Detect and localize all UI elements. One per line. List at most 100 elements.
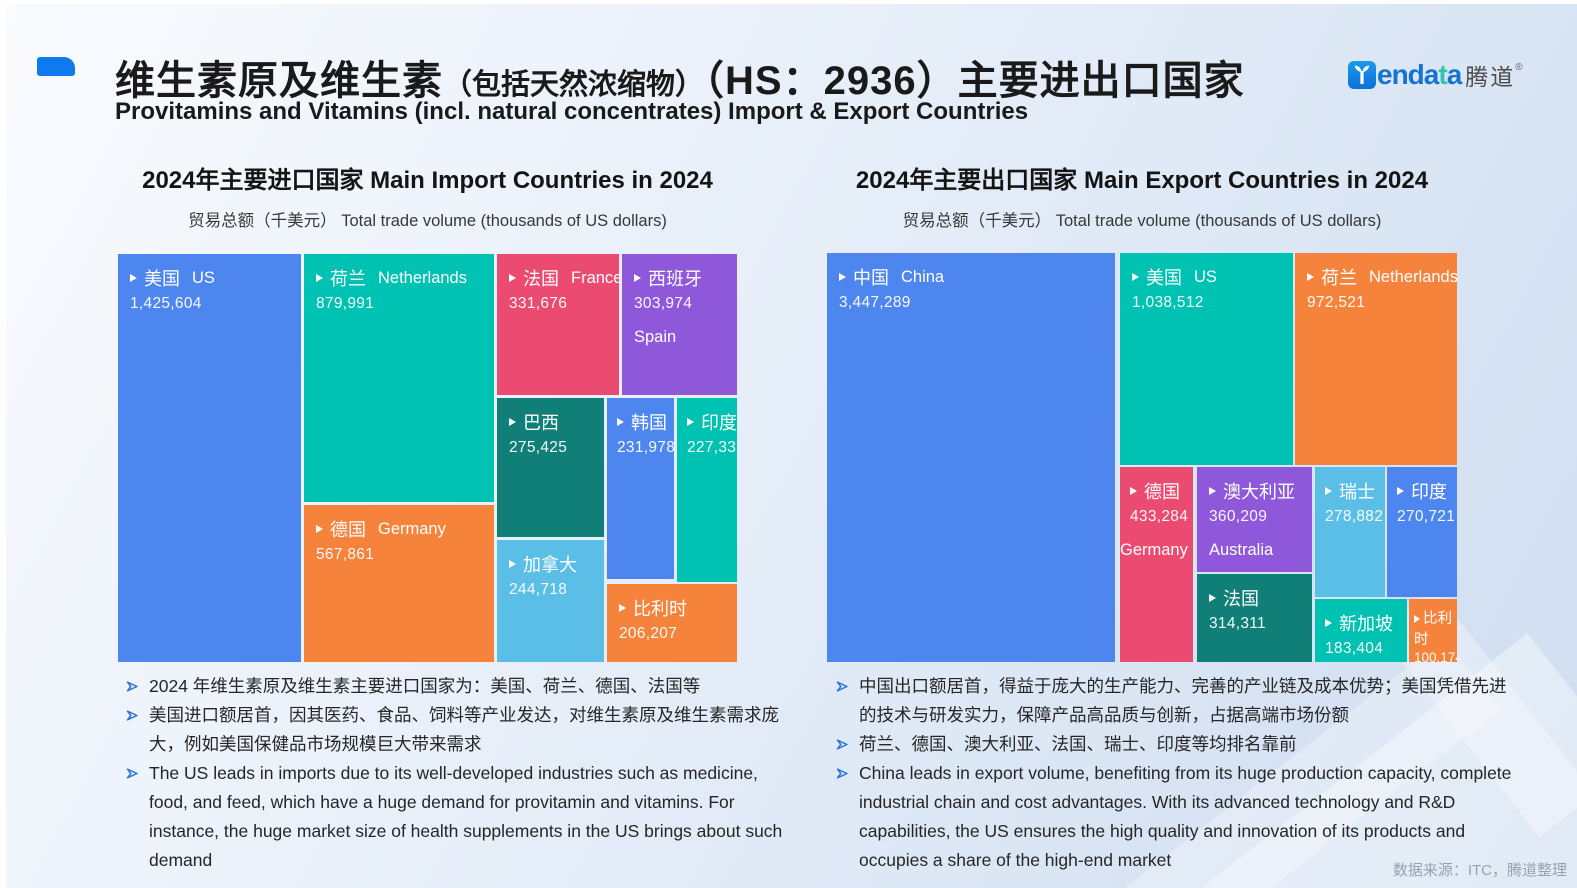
country-name-zh: 比利时 <box>1414 611 1452 648</box>
trade-value: 270,721 <box>1397 508 1456 525</box>
treemap-cell-netherlands: 荷兰 Netherlands 972,521 <box>1295 253 1457 465</box>
trade-value: 275,425 <box>509 439 568 456</box>
country-name-en: Netherlands <box>378 268 467 287</box>
country-name-zh: 印度 <box>701 413 737 433</box>
play-icon <box>316 525 323 533</box>
country-name-zh: 美国 <box>1146 268 1182 288</box>
country-name-en: US <box>1194 267 1217 286</box>
country-name-zh: 印度 <box>1411 482 1447 502</box>
export-bullet-list: 中国出口额居首，得益于庞大的生产能力、完善的产业链及成本优势；美国凭借先进的技术… <box>836 672 1516 875</box>
trade-value: 206,207 <box>619 625 678 642</box>
country-name-zh: 加拿大 <box>523 555 577 575</box>
play-icon <box>130 274 137 282</box>
treemap-cell-netherlands: 荷兰 Netherlands 879,991 <box>304 254 494 502</box>
play-icon <box>1307 273 1314 281</box>
country-name-en: Netherlands <box>1369 267 1457 286</box>
arrow-bullet-icon <box>126 768 138 779</box>
tendata-logo-icon <box>1348 61 1376 89</box>
play-icon <box>1325 487 1332 495</box>
treemap-cell-brazil: 巴西 275,425 <box>497 398 604 537</box>
play-icon <box>1325 619 1332 627</box>
country-name-zh: 瑞士 <box>1339 482 1375 502</box>
bullet-item: The US leads in imports due to its well-… <box>126 759 788 875</box>
play-icon <box>1414 615 1420 623</box>
country-name-zh: 德国 <box>1144 482 1180 502</box>
trade-value: 183,404 <box>1325 640 1384 657</box>
trade-value: 360,209 <box>1209 508 1268 525</box>
country-name-zh: 西班牙 <box>648 269 702 289</box>
logo-cn-text: 腾道 <box>1465 64 1516 90</box>
play-icon <box>1209 594 1216 602</box>
country-name-en: US <box>192 268 215 287</box>
country-name-zh: 中国 <box>853 268 889 288</box>
bullet-item: 美国进口额居首，因其医药、食品、饲料等产业发达，对维生素原及维生素需求庞大，例如… <box>126 701 788 759</box>
country-name-en: Germany <box>1120 541 1188 559</box>
trade-value: 433,284 <box>1130 508 1189 525</box>
trade-value: 972,521 <box>1307 294 1366 311</box>
play-icon <box>1397 487 1404 495</box>
country-name-zh: 韩国 <box>631 413 667 433</box>
treemap-cell-canada: 加拿大 244,718 <box>497 540 604 662</box>
trade-value: 231,978 <box>617 439 674 456</box>
trade-value: 303,974 <box>634 295 693 312</box>
treemap-cell-france: 法国 France 331,676 <box>497 254 619 395</box>
export-unit-label: 贸易总额（千美元） Total trade volume (thousands … <box>902 212 1382 230</box>
tendata-logo: endata 腾道 ® <box>1348 58 1523 92</box>
country-name-en: France <box>571 268 619 287</box>
treemap-cell-us: 美国 US 1,425,604 <box>118 254 301 662</box>
play-icon <box>687 418 694 426</box>
country-name-en: China <box>901 267 945 286</box>
title-accent-shape <box>37 57 75 76</box>
country-name-zh: 比利时 <box>633 599 687 619</box>
trade-value: 1,425,604 <box>130 295 202 312</box>
treemap-cell-belgium: 比利时 206,207 <box>607 584 737 662</box>
country-name-en: Germany <box>378 519 446 538</box>
bullet-text: 2024 年维生素原及维生素主要进口国家为：美国、荷兰、德国、法国等 <box>149 676 701 696</box>
country-name-zh: 德国 <box>330 520 366 540</box>
play-icon <box>619 604 626 612</box>
play-icon <box>1130 487 1137 495</box>
treemap-cell-singapore: 新加坡 183,404 <box>1315 599 1407 662</box>
bullet-item: 2024 年维生素原及维生素主要进口国家为：美国、荷兰、德国、法国等 <box>126 672 788 701</box>
treemap-cell-south-korea: 韩国 231,978 <box>607 398 674 579</box>
treemap-cell-germany: 德国 433,284 Germany <box>1120 467 1193 662</box>
trade-value: 278,882 <box>1325 508 1384 525</box>
trade-value: 227,333 <box>687 439 737 456</box>
treemap-cell-india: 印度 227,333 <box>677 398 737 582</box>
treemap-export: 中国 China 3,447,289 美国 US 1,038,512 荷兰 Netherlan… <box>827 253 1457 662</box>
bullet-item: China leads in export volume, benefiting… <box>836 759 1516 875</box>
country-name-zh: 澳大利亚 <box>1223 482 1295 502</box>
trade-value: 244,718 <box>509 581 568 598</box>
country-name-zh: 美国 <box>144 269 180 289</box>
treemap-cell-france: 法国 314,311 <box>1197 574 1312 662</box>
play-icon <box>839 273 846 281</box>
play-icon <box>509 418 516 426</box>
treemap-import: 美国 US 1,425,604 荷兰 Netherlands 879,991 德国 Germa… <box>118 254 737 662</box>
country-name-zh: 荷兰 <box>1321 268 1357 288</box>
import-bullet-list: 2024 年维生素原及维生素主要进口国家为：美国、荷兰、德国、法国等美国进口额居… <box>126 672 788 875</box>
treemap-cell-us: 美国 US 1,038,512 <box>1120 253 1293 465</box>
bullet-text: China leads in export volume, benefiting… <box>859 763 1512 870</box>
trade-value: 3,447,289 <box>839 294 911 311</box>
play-icon <box>316 274 323 282</box>
arrow-bullet-icon <box>126 681 138 692</box>
bullet-item: 荷兰、德国、澳大利亚、法国、瑞士、印度等均排名靠前 <box>836 730 1516 759</box>
trade-value: 331,676 <box>509 295 568 312</box>
play-icon <box>634 274 641 282</box>
slide-edge-left <box>0 0 6 888</box>
trade-value: 100,174 <box>1414 650 1457 662</box>
treemap-cell-spain: 西班牙 303,974 Spain <box>622 254 737 395</box>
play-icon <box>509 560 516 568</box>
logo-wordmark: endata <box>1377 59 1462 90</box>
arrow-bullet-icon <box>126 710 138 721</box>
bullet-text: 中国出口额居首，得益于庞大的生产能力、完善的产业链及成本优势；美国凭借先进的技术… <box>859 676 1507 725</box>
country-name-zh: 法国 <box>523 269 559 289</box>
play-icon <box>1209 487 1216 495</box>
trade-value: 567,861 <box>316 546 375 563</box>
treemap-cell-china: 中国 China 3,447,289 <box>827 253 1115 662</box>
arrow-bullet-icon <box>836 739 848 750</box>
country-name-zh: 荷兰 <box>330 269 366 289</box>
play-icon <box>509 274 516 282</box>
bullet-text: 荷兰、德国、澳大利亚、法国、瑞士、印度等均排名靠前 <box>859 734 1297 754</box>
trade-value: 879,991 <box>316 295 375 312</box>
